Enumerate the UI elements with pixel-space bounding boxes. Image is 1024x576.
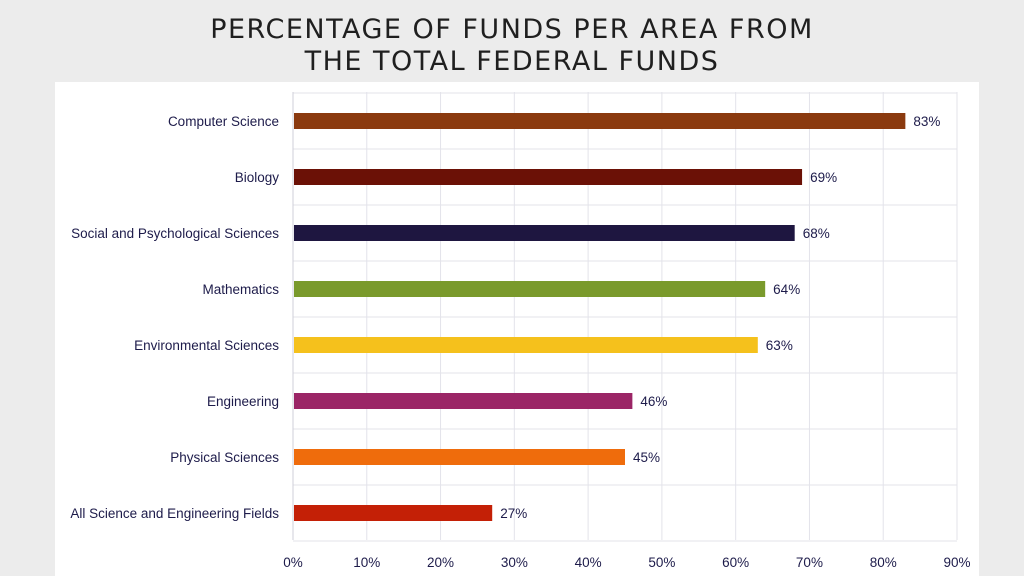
category-label: Biology bbox=[235, 170, 280, 185]
x-tick-label: 0% bbox=[283, 555, 303, 570]
category-label: Physical Sciences bbox=[170, 450, 279, 465]
category-label: Engineering bbox=[207, 394, 279, 409]
bar bbox=[294, 225, 795, 241]
bar bbox=[294, 337, 758, 353]
bar bbox=[294, 169, 803, 185]
chart-title: PERCENTAGE OF FUNDS PER AREA FROM THE TO… bbox=[0, 14, 1024, 78]
chart-title-line-2: THE TOTAL FEDERAL FUNDS bbox=[304, 46, 720, 77]
bar bbox=[294, 281, 766, 297]
value-label: 46% bbox=[640, 394, 667, 409]
bar bbox=[294, 113, 906, 129]
value-label: 64% bbox=[773, 282, 800, 297]
category-label: Social and Psychological Sciences bbox=[71, 226, 279, 241]
x-tick-label: 90% bbox=[943, 555, 970, 570]
category-label: Computer Science bbox=[168, 114, 279, 129]
x-tick-label: 10% bbox=[353, 555, 380, 570]
bar bbox=[294, 505, 493, 521]
bar bbox=[294, 393, 633, 409]
x-tick-label: 70% bbox=[796, 555, 823, 570]
value-label: 27% bbox=[500, 506, 527, 521]
value-label: 45% bbox=[633, 450, 660, 465]
x-tick-label: 60% bbox=[722, 555, 749, 570]
chart-title-line-1: PERCENTAGE OF FUNDS PER AREA FROM bbox=[210, 14, 814, 45]
value-label: 83% bbox=[913, 114, 940, 129]
bar bbox=[294, 449, 625, 465]
x-tick-label: 50% bbox=[648, 555, 675, 570]
value-label: 69% bbox=[810, 170, 837, 185]
category-label: All Science and Engineering Fields bbox=[70, 506, 279, 521]
x-tick-label: 30% bbox=[501, 555, 528, 570]
chart-panel: Computer Science 83% Biology 69% Social and … bbox=[55, 82, 979, 576]
value-label: 68% bbox=[803, 226, 830, 241]
x-tick-label: 40% bbox=[575, 555, 602, 570]
category-label: Environmental Sciences bbox=[134, 338, 279, 353]
value-label: 63% bbox=[766, 338, 793, 353]
x-tick-label: 20% bbox=[427, 555, 454, 570]
bar-chart: Computer Science 83% Biology 69% Social and … bbox=[70, 92, 971, 570]
category-label: Mathematics bbox=[202, 282, 279, 297]
x-tick-label: 80% bbox=[870, 555, 897, 570]
